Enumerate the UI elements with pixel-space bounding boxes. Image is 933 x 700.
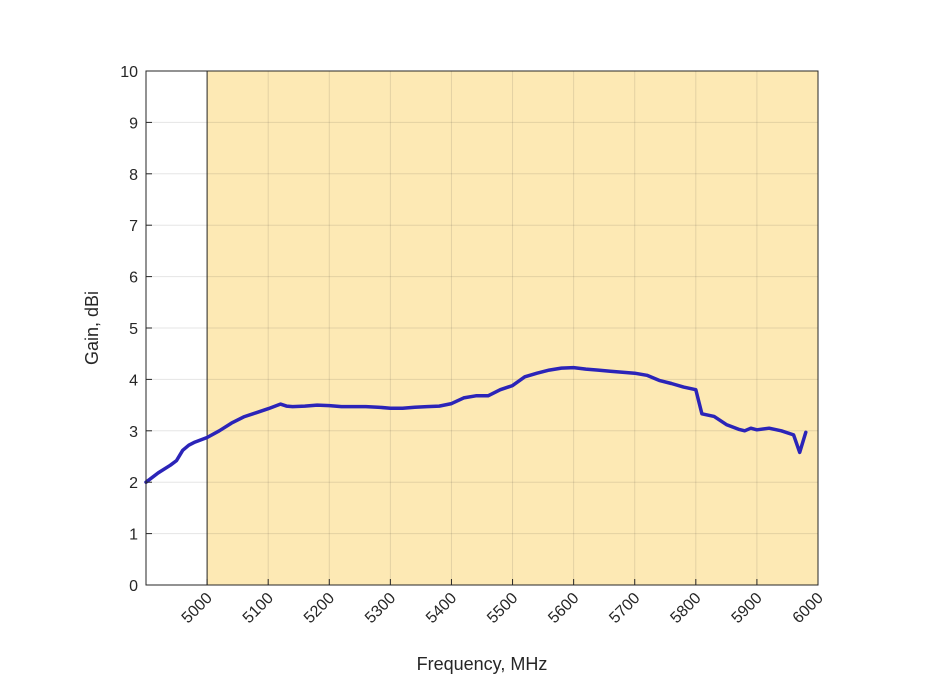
x-tick-label: 5400 (423, 590, 460, 627)
x-tick-label: 5500 (484, 590, 521, 627)
y-tick-label: 10 (120, 64, 138, 81)
x-axis-label: Frequency, MHz (417, 654, 548, 674)
y-tick-label: 7 (129, 218, 138, 235)
y-tick-label: 6 (129, 270, 138, 287)
x-tick-label: 5200 (301, 590, 338, 627)
y-tick-label: 1 (129, 527, 138, 544)
x-tick-label: 5000 (179, 590, 216, 627)
y-tick-label: 9 (129, 115, 138, 132)
x-tick-label: 5100 (240, 590, 277, 627)
x-tick-label: 6000 (790, 590, 827, 627)
y-tick-label: 2 (129, 475, 138, 492)
x-tick-label: 5600 (545, 590, 582, 627)
y-axis-label: Gain, dBi (82, 291, 102, 365)
series-line (144, 365, 808, 484)
y-tick-label: 3 (129, 424, 138, 441)
x-tick-label: 5700 (606, 590, 643, 627)
y-tick-label: 8 (129, 167, 138, 184)
y-tick-label: 0 (129, 578, 138, 595)
y-tick-label: 4 (129, 372, 138, 389)
y-axis: 0 1 2 3 4 5 6 7 8 9 10 (120, 64, 152, 595)
x-tick-label: 5800 (667, 590, 704, 627)
series-group (144, 365, 808, 484)
x-tick-label: 5900 (729, 590, 766, 627)
shaded-band (206, 70, 819, 586)
x-tick-label: 5300 (362, 590, 399, 627)
y-tick-label: 5 (129, 321, 138, 338)
x-axis: 5000 5100 5200 5300 5400 5500 5600 5700 5800 5900… (179, 579, 827, 627)
